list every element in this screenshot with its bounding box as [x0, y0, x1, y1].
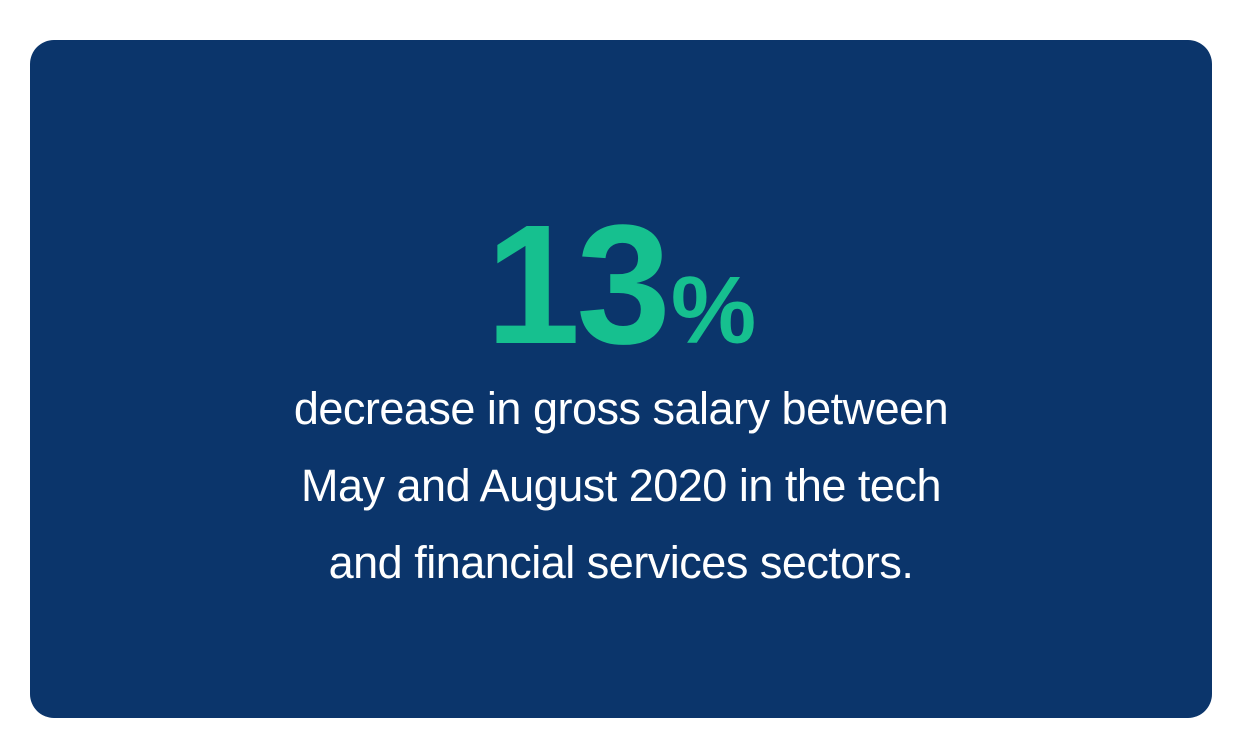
- stat-value: 13: [485, 190, 671, 380]
- description-line: and financial services sectors.: [328, 537, 914, 588]
- description-line: decrease in gross salary between: [293, 383, 949, 434]
- stat: 13%: [30, 200, 1212, 370]
- description-line: May and August 2020 in the tech: [301, 460, 941, 511]
- stat-card: 13% decrease in gross salary between May…: [30, 40, 1212, 718]
- stat-unit: %: [670, 257, 757, 364]
- description: decrease in gross salary between May and…: [30, 370, 1212, 601]
